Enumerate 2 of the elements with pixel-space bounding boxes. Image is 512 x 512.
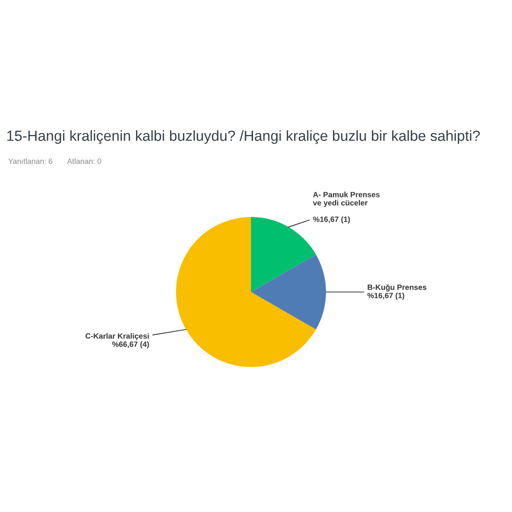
pie-slice [251, 254, 326, 330]
chart-title: 15-Hangi kraliçenin kalbi buzluydu? /Hangi kraliçe buzlu bir kalbe sahipti? [7, 130, 480, 144]
